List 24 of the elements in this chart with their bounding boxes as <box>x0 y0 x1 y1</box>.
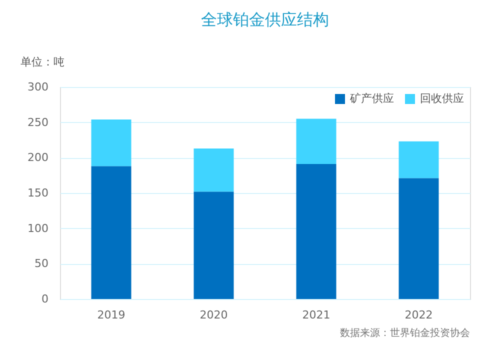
x-tick-label: 2020 <box>200 308 228 322</box>
x-tick-label: 2022 <box>404 308 433 322</box>
y-tick-label: 150 <box>28 186 48 200</box>
source-note: 数据来源：世界铂金投资协会 <box>340 327 470 339</box>
y-tick-label: 200 <box>28 151 48 164</box>
y-axis-title: 单位：吨 <box>20 56 64 68</box>
bar <box>91 120 132 166</box>
x-tick-label: 2019 <box>97 308 126 322</box>
y-tick-label: 50 <box>34 257 48 270</box>
legend-label: 矿产供应 <box>349 92 394 105</box>
chart-title: 全球铂金供应结构 <box>201 10 329 29</box>
bar <box>194 148 234 192</box>
legend-label: 回收供应 <box>420 92 464 105</box>
y-tick-label: 0 <box>42 292 48 306</box>
x-tick-label: 2021 <box>302 308 330 322</box>
y-tick-label: 100 <box>28 222 48 235</box>
bar <box>398 178 439 299</box>
y-tick-label: 250 <box>28 116 48 129</box>
bar <box>194 192 234 299</box>
bar <box>296 164 336 299</box>
bar <box>91 166 132 299</box>
bar <box>398 141 439 178</box>
bar <box>296 118 336 164</box>
y-tick-label: 300 <box>28 80 48 94</box>
